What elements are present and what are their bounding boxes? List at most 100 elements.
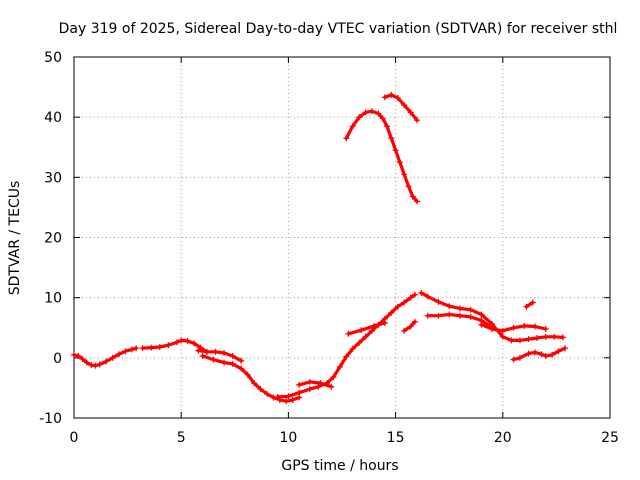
data-point: [559, 334, 566, 341]
y-tick-label: -10: [39, 411, 62, 427]
data-point: [274, 393, 281, 400]
data-point: [407, 294, 414, 301]
x-tick-label: 5: [177, 430, 186, 446]
data-point: [212, 348, 219, 355]
data-point: [221, 359, 228, 366]
series-points-3: [195, 347, 245, 364]
data-point: [251, 380, 258, 387]
series-points-12: [510, 345, 568, 363]
data-point: [343, 135, 350, 142]
data-point: [542, 353, 549, 360]
series-points-4: [199, 353, 303, 405]
y-tick-label: 10: [44, 291, 62, 307]
data-point: [83, 359, 90, 366]
data-point: [388, 135, 395, 142]
data-point: [456, 312, 463, 319]
data-point: [551, 333, 558, 340]
data-point: [109, 354, 116, 361]
data-point: [508, 337, 515, 344]
data-point: [510, 324, 517, 331]
data-point: [71, 351, 77, 358]
data-point: [75, 353, 82, 360]
x-tick-label: 15: [387, 430, 405, 446]
data-point: [203, 348, 210, 355]
data-point: [467, 306, 474, 313]
data-point: [79, 356, 86, 363]
data-point: [165, 342, 172, 349]
y-tick-label: 20: [44, 231, 62, 247]
data-point: [424, 312, 431, 319]
data-point: [435, 298, 442, 305]
data-point: [133, 345, 140, 352]
data-point: [156, 344, 163, 351]
series-line-2: [141, 338, 209, 354]
data-point: [381, 319, 388, 326]
series-points-14: [343, 108, 421, 205]
data-point: [356, 114, 363, 121]
data-point: [173, 339, 180, 346]
data-point: [384, 123, 391, 130]
y-tick-label: 50: [44, 50, 62, 66]
data-point: [195, 347, 202, 354]
x-tick-label: 10: [279, 430, 297, 446]
data-point: [306, 386, 313, 393]
data-point: [244, 371, 251, 378]
series-line-7: [346, 321, 387, 336]
data-point: [531, 349, 538, 356]
data-point: [369, 327, 376, 334]
data-point: [345, 330, 352, 337]
data-point: [191, 340, 198, 347]
data-point: [531, 323, 538, 330]
x-tick-label: 25: [601, 430, 619, 446]
data-point: [405, 183, 412, 190]
data-point: [139, 345, 146, 352]
data-point: [407, 109, 414, 116]
axis-ticks: 0 5 10 15 20 25 -10 0 10 20 30 40 50: [39, 50, 619, 446]
data-point: [317, 380, 324, 387]
data-point: [184, 337, 191, 344]
data-point: [388, 91, 395, 98]
data-point: [414, 117, 421, 124]
series-points-13: [523, 299, 536, 310]
data-point: [424, 293, 431, 300]
data-point: [521, 322, 528, 329]
data-point: [349, 345, 356, 352]
data-point: [538, 351, 545, 358]
series-points-11: [478, 321, 549, 334]
data-point: [362, 109, 369, 116]
data-point: [336, 363, 343, 370]
data-point: [407, 323, 414, 330]
data-point: [315, 383, 322, 390]
data-point: [229, 353, 236, 360]
data-point: [88, 362, 95, 369]
data-point: [238, 357, 245, 364]
data-point: [525, 350, 532, 357]
data-point: [328, 383, 335, 390]
x-tick-label: 0: [70, 430, 79, 446]
data-point: [358, 327, 365, 334]
data-point: [510, 356, 517, 363]
data-point: [516, 337, 523, 344]
data-point: [396, 159, 403, 166]
data-point: [499, 333, 506, 340]
data-point: [306, 378, 313, 385]
series-line-5: [276, 293, 417, 399]
data-point: [523, 303, 530, 310]
data-point: [379, 115, 386, 122]
data-point: [542, 325, 549, 332]
data-point: [343, 353, 350, 360]
data-point: [238, 365, 245, 372]
data-point: [128, 346, 135, 353]
data-point: [401, 171, 408, 178]
data-point: [446, 303, 453, 310]
data-point: [289, 396, 296, 403]
data-point: [116, 351, 123, 358]
data-point: [330, 374, 337, 381]
data-point: [549, 351, 556, 358]
x-axis-label: GPS time / hours: [281, 458, 398, 474]
series-line-4: [201, 354, 301, 403]
data-point: [478, 311, 485, 318]
y-tick-label: 0: [53, 351, 62, 367]
data-point: [411, 318, 418, 325]
